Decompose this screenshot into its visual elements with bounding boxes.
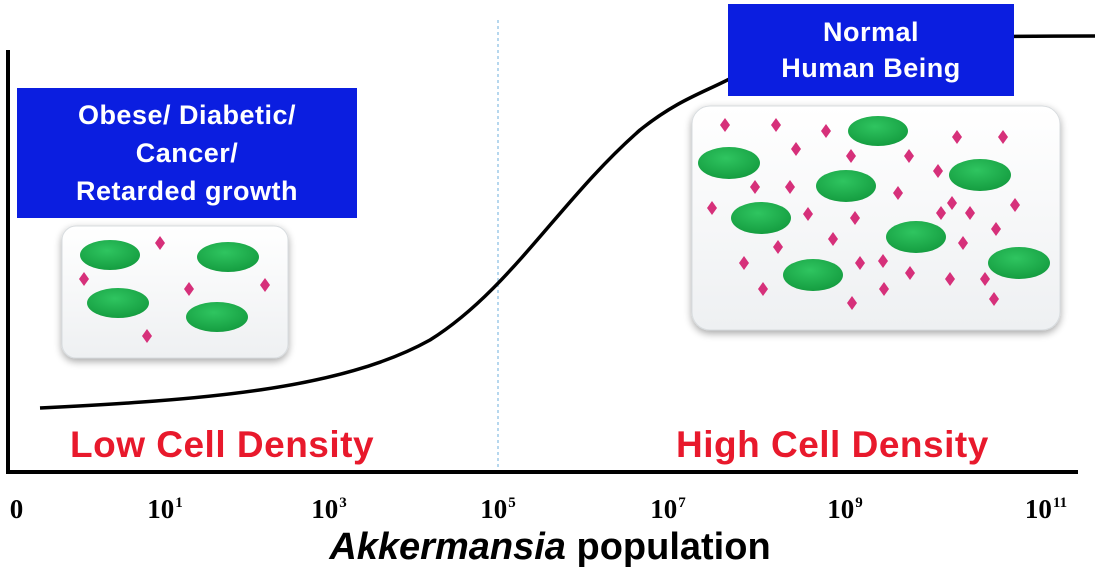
tick-base: 10 — [1024, 494, 1052, 524]
x-tick-label: 101 — [147, 494, 183, 525]
signal-molecule — [958, 236, 968, 250]
signal-molecule — [936, 206, 946, 220]
signal-molecule — [904, 149, 914, 163]
signal-molecule — [155, 236, 165, 250]
signal-molecule — [707, 201, 717, 215]
high-density-cell-panel — [691, 105, 1061, 331]
x-tick-label: 1011 — [1025, 494, 1067, 525]
bacterium-cell — [848, 116, 908, 146]
bacterium-cell — [80, 240, 140, 270]
signal-molecule — [991, 222, 1001, 236]
signal-molecule — [846, 149, 856, 163]
condition-label-line: Cancer/ — [135, 138, 239, 168]
bacterium-cell — [816, 170, 876, 202]
low-density-cell-panel — [61, 225, 289, 359]
signal-molecule — [803, 207, 813, 221]
x-tick-label: 0 — [10, 494, 25, 525]
signal-molecule — [142, 329, 152, 343]
signal-molecule — [855, 256, 865, 270]
signal-molecule — [965, 206, 975, 220]
bacterium-cell — [949, 159, 1011, 191]
signal-molecule — [828, 232, 838, 246]
signal-molecule — [771, 118, 781, 132]
bacterium-cell — [886, 221, 946, 253]
x-tick-label: 109 — [827, 494, 863, 525]
tick-exponent: 5 — [508, 495, 516, 511]
signal-molecule — [905, 266, 915, 280]
tick-base: 10 — [480, 494, 508, 524]
tick-exponent: 11 — [1052, 495, 1068, 511]
tick-base: 10 — [311, 494, 339, 524]
bacterium-cell — [731, 202, 791, 234]
signal-molecule — [750, 180, 760, 194]
tick-exponent: 9 — [855, 495, 863, 511]
signal-molecule — [998, 130, 1008, 144]
condition-label-line: Human Being — [781, 53, 961, 83]
high-cell-density-label: High Cell Density — [676, 424, 989, 465]
signal-molecule — [1010, 198, 1020, 212]
condition-label-line: Normal — [822, 17, 919, 47]
signal-molecule — [260, 278, 270, 292]
tick-exponent: 3 — [339, 495, 347, 511]
signal-molecule — [791, 142, 801, 156]
tick-exponent: 7 — [678, 495, 686, 511]
bacterium-cell — [197, 242, 259, 272]
bacterium-cell — [186, 302, 248, 332]
bacterium-cell — [87, 288, 149, 318]
x-tick-label: 107 — [650, 494, 686, 525]
signal-molecule — [879, 282, 889, 296]
signal-molecule — [945, 272, 955, 286]
bacterium-cell — [783, 259, 843, 291]
bacterium-cell — [988, 247, 1050, 279]
signal-molecule — [720, 118, 730, 132]
tick-base: 10 — [827, 494, 855, 524]
signal-molecule — [850, 211, 860, 225]
signal-molecule — [773, 240, 783, 254]
x-tick-label: 103 — [311, 494, 347, 525]
x-axis-title-genus: Akkermansia — [329, 526, 566, 568]
signal-molecule — [184, 282, 194, 296]
signal-molecule — [980, 272, 990, 286]
tick-exponent: 1 — [175, 495, 183, 511]
x-axis-title: Akkermansia population — [0, 526, 1100, 569]
signal-molecule — [821, 124, 831, 138]
x-tick-label: 105 — [480, 494, 516, 525]
signal-molecule — [933, 164, 943, 178]
obese-diabetic-label-box: Obese/ Diabetic/ Cancer/ Retarded growth — [17, 88, 357, 218]
signal-molecule — [878, 254, 888, 268]
signal-molecule — [739, 256, 749, 270]
signal-molecule — [758, 282, 768, 296]
bacterium-cell — [698, 147, 760, 179]
tick-base: 10 — [650, 494, 678, 524]
signal-molecule — [989, 292, 999, 306]
condition-label-line: Obese/ Diabetic/ — [77, 100, 297, 130]
signal-molecule — [79, 272, 89, 286]
signal-molecule — [893, 186, 903, 200]
signal-molecule — [947, 196, 957, 210]
signal-molecule — [847, 296, 857, 310]
low-cell-density-label: Low Cell Density — [70, 424, 375, 465]
signal-molecule — [785, 180, 795, 194]
signal-molecule — [952, 130, 962, 144]
tick-base: 10 — [147, 494, 175, 524]
x-axis-title-rest: population — [565, 526, 771, 568]
tick-base: 0 — [9, 494, 24, 524]
condition-label-line: Retarded growth — [75, 176, 298, 206]
normal-human-label-box: Normal Human Being — [728, 4, 1014, 96]
